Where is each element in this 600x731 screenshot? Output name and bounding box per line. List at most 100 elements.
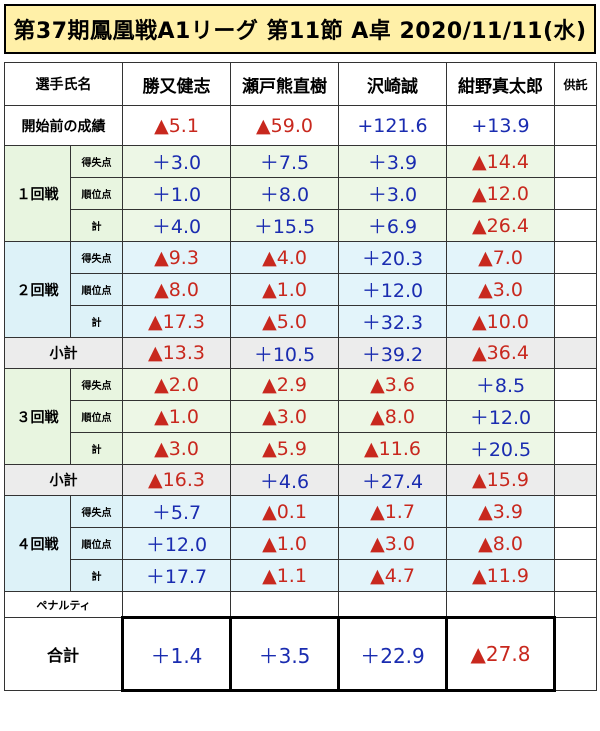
score-cell: ▲5.9 <box>230 432 339 465</box>
deposit-cell <box>554 617 597 691</box>
player-name: 瀬戸熊直樹 <box>230 62 339 106</box>
score-cell: ＋32.3 <box>338 305 447 338</box>
score-cell: ▲0.1 <box>230 495 339 528</box>
score-cell: ▲3.6 <box>338 368 447 401</box>
round-label: ２回戦 <box>4 241 71 338</box>
row-category-label: 計 <box>70 209 123 242</box>
penalty-row: ペナルティ <box>4 591 597 618</box>
total-cell: ▲27.8 <box>445 616 556 692</box>
score-cell: ▲8.0 <box>122 273 231 306</box>
score-cell: ▲4.0 <box>230 241 339 274</box>
row-category-label: 計 <box>70 432 123 465</box>
penalty-cell <box>338 591 447 618</box>
subtotal-row: 小計 ▲16.3 ＋4.6 ＋27.4 ▲15.9 <box>4 464 597 496</box>
score-cell: ▲8.0 <box>446 527 555 560</box>
row-category-label: 得失点 <box>70 145 123 178</box>
row-category-label: 得失点 <box>70 368 123 401</box>
score-cell: ▲26.4 <box>446 209 555 242</box>
score-cell: ▲13.3 <box>122 337 231 369</box>
score-cell: ＋39.2 <box>338 337 447 369</box>
score-cell: ▲2.9 <box>230 368 339 401</box>
deposit-cell <box>554 305 597 338</box>
row-category-label: 順位点 <box>70 273 123 306</box>
score-cell: ▲1.7 <box>338 495 447 528</box>
score-cell: ＋12.0 <box>446 400 555 433</box>
score-cell: ▲14.4 <box>446 145 555 178</box>
deposit-cell <box>554 145 597 178</box>
score-cell: ▲1.0 <box>230 273 339 306</box>
score-cell: ＋6.9 <box>338 209 447 242</box>
round-row: 順位点 ▲8.0 ▲1.0 ＋12.0 ▲3.0 <box>5 273 597 306</box>
player-name: 沢崎誠 <box>338 62 447 106</box>
score-cell: ＋20.3 <box>338 241 447 274</box>
header-row: 選手氏名 勝又健志 瀬戸熊直樹 沢崎誠 紺野真太郎 供託 <box>4 62 597 106</box>
score-cell: ▲3.0 <box>122 432 231 465</box>
score-cell: ＋20.5 <box>446 432 555 465</box>
deposit-cell <box>554 241 597 274</box>
score-cell: ▲3.0 <box>446 273 555 306</box>
subtotal-label: 小計 <box>4 337 123 369</box>
deposit-header: 供託 <box>554 62 597 106</box>
page-title: 第37期鳳凰戦A1リーグ 第11節 A卓 2020/11/11(水) <box>4 4 596 54</box>
row-category-label: 得失点 <box>70 241 123 274</box>
score-cell: ▲9.3 <box>122 241 231 274</box>
score-cell: ▲4.7 <box>338 559 447 592</box>
deposit-cell <box>554 273 597 306</box>
penalty-label: ペナルティ <box>4 591 123 618</box>
initial-label: 開始前の成績 <box>4 105 123 146</box>
score-cell: ▲36.4 <box>446 337 555 369</box>
score-cell: ▲12.0 <box>446 177 555 210</box>
score-cell: ▲10.0 <box>446 305 555 338</box>
score-cell: ▲3.0 <box>338 527 447 560</box>
score-cell: ＋5.7 <box>122 495 231 528</box>
score-cell: ＋12.0 <box>122 527 231 560</box>
round-row: 順位点 ＋12.0 ▲1.0 ▲3.0 ▲8.0 <box>5 527 597 560</box>
score-cell: +13.9 <box>446 105 555 146</box>
deposit-cell <box>554 177 597 210</box>
score-cell: ▲2.0 <box>122 368 231 401</box>
deposit-cell <box>554 464 597 496</box>
score-cell: ▲7.0 <box>446 241 555 274</box>
subtotal-row: 小計 ▲13.3 ＋10.5 ＋39.2 ▲36.4 <box>4 337 597 369</box>
score-cell: ＋12.0 <box>338 273 447 306</box>
deposit-cell <box>554 591 597 618</box>
round-row: 順位点 ▲1.0 ▲3.0 ▲8.0 ＋12.0 <box>5 400 597 433</box>
score-cell: ＋7.5 <box>230 145 339 178</box>
header-label: 選手氏名 <box>4 62 123 106</box>
score-cell: ▲3.0 <box>230 400 339 433</box>
deposit-cell <box>554 527 597 560</box>
score-cell: ＋3.9 <box>338 145 447 178</box>
total-cell: ＋22.9 <box>337 616 448 692</box>
round-row: 計＋17.7 ▲1.1 ▲4.7 ▲11.9 <box>5 559 597 592</box>
row-category-label: 計 <box>70 305 123 338</box>
round-row: ４回戦 得失点 ＋5.7 ▲0.1 ▲1.7 ▲3.9 <box>4 495 597 592</box>
score-cell: ▲59.0 <box>230 105 339 146</box>
total-cell: ＋3.5 <box>229 616 340 692</box>
deposit-cell <box>554 368 597 401</box>
score-cell: ▲1.1 <box>230 559 339 592</box>
round-row: ３回戦 得失点 ▲2.0 ▲2.9 ▲3.6 ＋8.5 <box>4 368 597 465</box>
penalty-cell <box>446 591 555 618</box>
score-cell: ＋3.0 <box>338 177 447 210</box>
score-cell: ▲1.0 <box>230 527 339 560</box>
results-sheet: 第37期鳳凰戦A1リーグ 第11節 A卓 2020/11/11(水) 選手氏名 … <box>4 4 597 692</box>
score-cell: ▲5.0 <box>230 305 339 338</box>
row-category-label: 順位点 <box>70 177 123 210</box>
total-row: 合計 ＋1.4 ＋3.5 ＋22.9 ▲27.8 <box>4 616 597 692</box>
deposit-cell <box>554 400 597 433</box>
score-cell: ▲11.9 <box>446 559 555 592</box>
score-cell: ＋3.0 <box>122 145 231 178</box>
total-label: 合計 <box>4 617 123 691</box>
initial-row: 開始前の成績 ▲5.1 ▲59.0 +121.6 +13.9 <box>4 105 597 146</box>
score-cell: ▲1.0 <box>122 400 231 433</box>
score-cell: ＋27.4 <box>338 464 447 496</box>
row-category-label: 得失点 <box>70 495 123 528</box>
player-name: 勝又健志 <box>122 62 231 106</box>
round-row: ２回戦 得失点 ▲9.3 ▲4.0 ＋20.3 ▲7.0 <box>4 241 597 338</box>
round-row: 計 ▲3.0 ▲5.9 ▲11.6 ＋20.5 <box>5 432 597 465</box>
score-cell: ▲17.3 <box>122 305 231 338</box>
score-cell: ＋10.5 <box>230 337 339 369</box>
score-cell: ＋8.5 <box>446 368 555 401</box>
deposit-cell <box>554 209 597 242</box>
score-cell: ▲3.9 <box>446 495 555 528</box>
